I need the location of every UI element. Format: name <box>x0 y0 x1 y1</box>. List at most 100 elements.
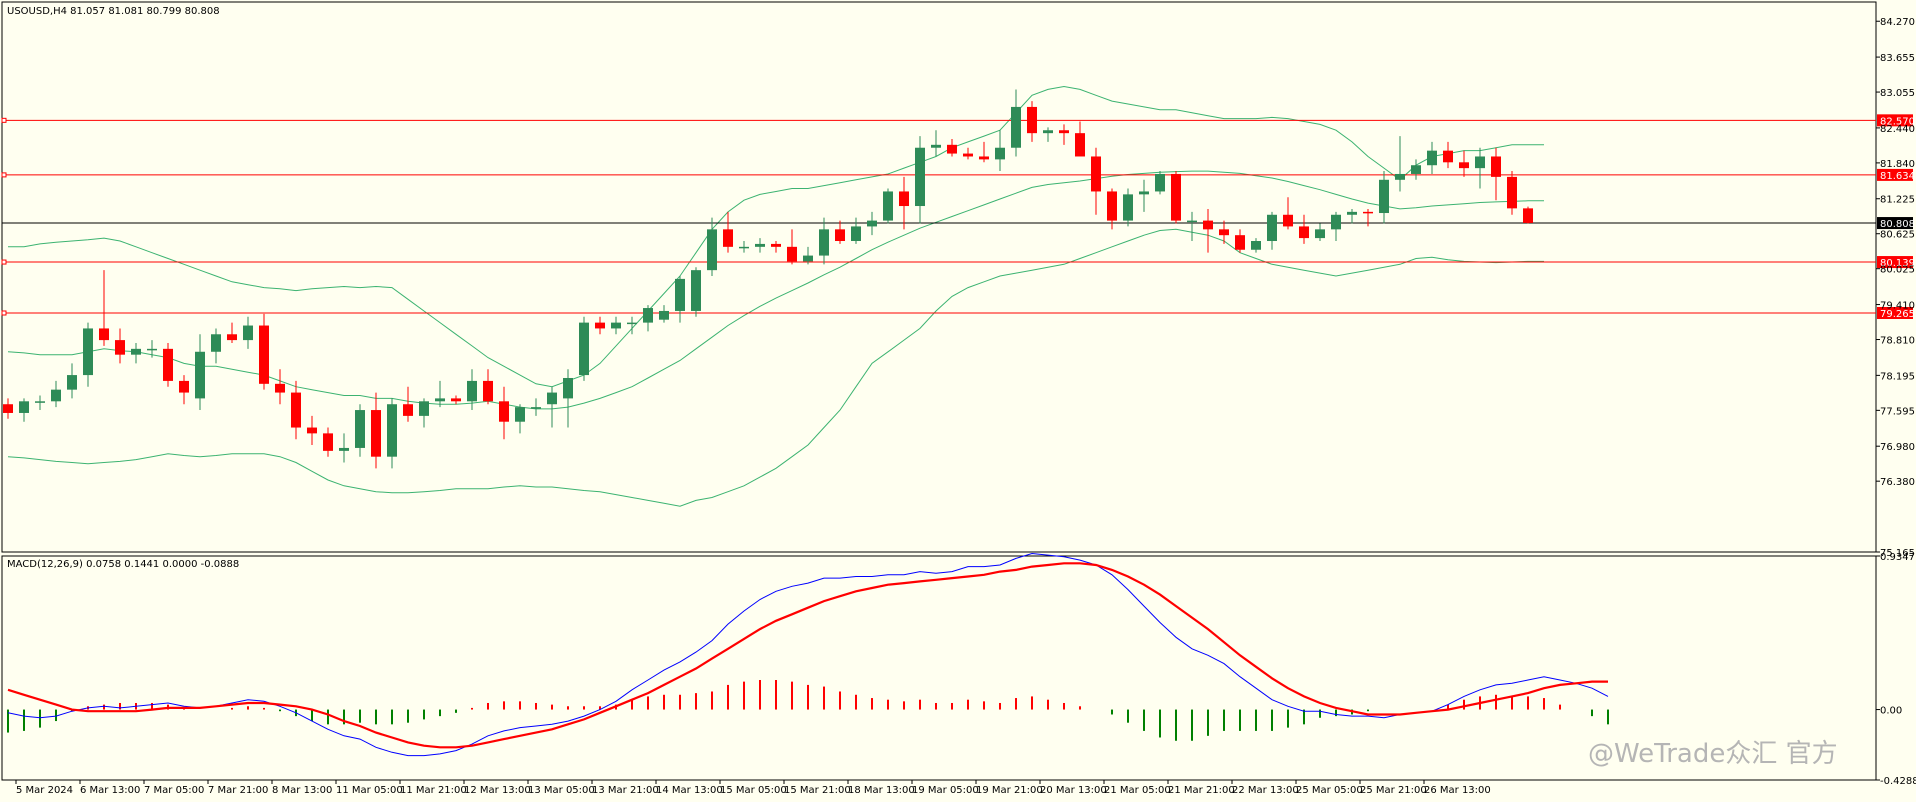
price-axis-label: 83.055 <box>1880 88 1915 99</box>
candle-body <box>1363 211 1373 214</box>
candle-body <box>115 340 125 355</box>
level-price-tag-0 <box>1877 114 1913 127</box>
candle-body <box>1027 106 1037 134</box>
candle-body <box>339 447 349 451</box>
candle-body <box>1267 214 1277 242</box>
candle-body <box>371 410 381 457</box>
time-axis-label: 21 Mar 05:00 <box>1104 785 1171 796</box>
candle-body <box>835 229 845 242</box>
candle-body <box>1331 214 1341 230</box>
price-pane-frame <box>1 1 1877 553</box>
price-axis-label: 81.840 <box>1880 159 1915 170</box>
candle-body <box>387 404 397 457</box>
candle-body <box>515 407 525 422</box>
candle-body <box>867 220 877 227</box>
candle-body <box>547 392 557 405</box>
level-price-tag-label-1: 81.634 <box>1880 171 1915 182</box>
candle-body <box>1011 106 1021 148</box>
level-price-tag-label-2: 80.139 <box>1880 258 1915 269</box>
candle-body <box>531 407 541 409</box>
candle-body <box>1299 226 1309 239</box>
candle-body <box>1235 235 1245 250</box>
bollinger-upper-line <box>8 85 1544 388</box>
candle-body <box>995 147 1005 160</box>
level-anchor-3 <box>1 310 7 316</box>
watermark: @WeTrade众汇 官方 <box>1588 739 1838 769</box>
price-axis-label: 83.655 <box>1880 53 1915 64</box>
time-axis-label: 15 Mar 21:00 <box>784 785 851 796</box>
candle-body <box>179 380 189 393</box>
candle-body <box>1347 211 1357 215</box>
time-axis-label: 8 Mar 13:00 <box>272 785 332 796</box>
candle-body <box>579 322 589 376</box>
macd-axis-label: 0.00 <box>1880 706 1902 717</box>
time-axis-label: 13 Mar 05:00 <box>528 785 595 796</box>
time-axis-label: 22 Mar 13:00 <box>1232 785 1299 796</box>
candle-body <box>883 191 893 221</box>
candle-body <box>467 380 477 402</box>
level-anchor-0 <box>1 117 7 123</box>
candle-body <box>1443 150 1453 163</box>
candle-body <box>259 325 269 384</box>
macd-pane-frame <box>1 555 1877 781</box>
candle-body <box>163 348 173 381</box>
candle-body <box>1219 229 1229 236</box>
candle-body <box>1075 133 1085 157</box>
price-axis-label: 80.625 <box>1880 230 1915 241</box>
price-axis-label: 80.025 <box>1880 265 1915 276</box>
candle-body <box>1107 191 1117 221</box>
price-axis-label: 78.195 <box>1880 371 1915 382</box>
time-axis-label: 13 Mar 21:00 <box>592 785 659 796</box>
candle-body <box>243 325 253 341</box>
time-axis-label: 14 Mar 13:00 <box>656 785 723 796</box>
candle-body <box>147 348 157 351</box>
candle-body <box>595 322 605 329</box>
candle-body <box>675 278 685 311</box>
level-price-tag-label-0: 82.570 <box>1880 116 1915 127</box>
bollinger-middle-line <box>7 170 1544 410</box>
candle-body <box>1395 173 1405 180</box>
candle-body <box>915 147 925 207</box>
price-axis-label: 82.440 <box>1880 124 1915 135</box>
time-axis-label: 7 Mar 21:00 <box>208 785 268 796</box>
candle-body <box>1459 162 1469 169</box>
candle-body <box>51 389 61 402</box>
price-axis-label: 75.165 <box>1880 548 1915 559</box>
time-axis-label: 25 Mar 05:00 <box>1296 785 1363 796</box>
price-axis-label: 76.380 <box>1880 477 1915 488</box>
price-axis-label: 76.980 <box>1880 442 1915 453</box>
candle-body <box>803 255 813 262</box>
time-axis-label: 11 Mar 05:00 <box>336 785 403 796</box>
candle-body <box>1427 150 1437 166</box>
candle-body <box>1043 130 1053 134</box>
candle-body <box>707 229 717 271</box>
candle-body <box>1123 194 1133 221</box>
candle-body <box>211 334 221 352</box>
candle-body <box>35 401 45 403</box>
candle-body <box>659 310 669 320</box>
candle-body <box>307 427 317 434</box>
candle-body <box>323 433 333 451</box>
price-axis-label: 84.270 <box>1880 17 1915 28</box>
macd-signal-line <box>7 562 1608 749</box>
candle-body <box>1523 208 1533 223</box>
candle-body <box>755 243 765 247</box>
candle-body <box>723 229 733 247</box>
candle-body <box>499 401 509 422</box>
candle-body <box>1059 130 1069 134</box>
candle-body <box>419 401 429 416</box>
candle-body <box>483 380 493 402</box>
price-axis-label: 78.810 <box>1880 336 1915 347</box>
time-axis-label: 18 Mar 13:00 <box>848 785 915 796</box>
candle-body <box>83 328 93 376</box>
bollinger-lower-line <box>7 228 1544 507</box>
candle-body <box>227 334 237 341</box>
level-price-tag-2 <box>1877 256 1913 269</box>
price-axis-label: 79.410 <box>1880 301 1915 312</box>
candle-body <box>1171 173 1181 221</box>
candle-body <box>1411 165 1421 174</box>
candle-body <box>195 351 205 399</box>
candle-body <box>931 144 941 148</box>
